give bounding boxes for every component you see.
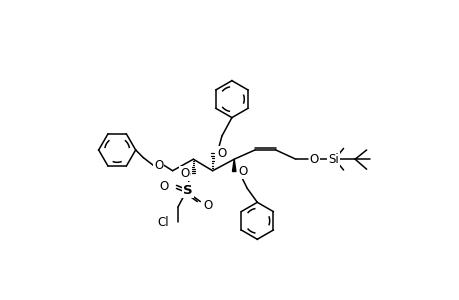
Text: O: O	[203, 199, 212, 212]
Text: Cl: Cl	[157, 216, 168, 229]
Text: S: S	[183, 184, 192, 196]
Text: Si: Si	[327, 153, 338, 166]
Text: O: O	[309, 153, 318, 166]
Text: O: O	[217, 146, 226, 160]
Text: O: O	[180, 167, 189, 180]
Text: O: O	[154, 159, 163, 172]
Text: O: O	[159, 180, 168, 194]
Polygon shape	[232, 159, 235, 172]
Text: O: O	[238, 165, 247, 178]
